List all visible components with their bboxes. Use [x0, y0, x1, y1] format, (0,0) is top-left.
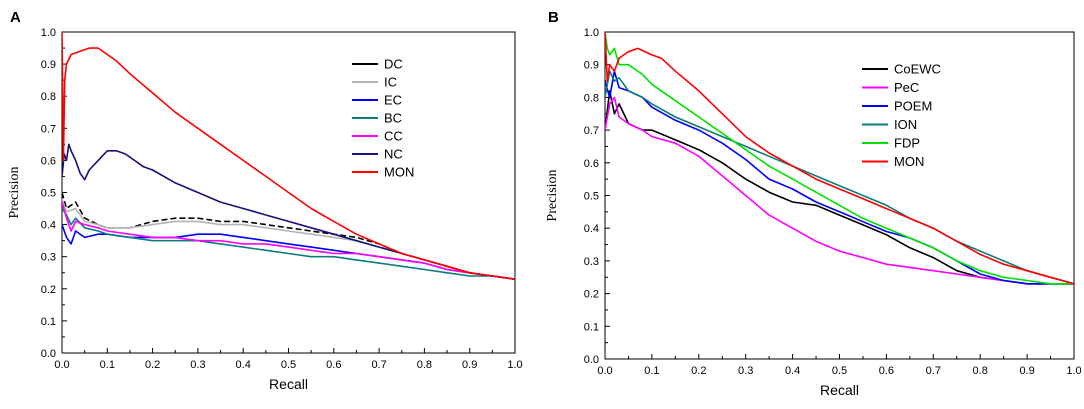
y-tick-label: 0.5	[584, 191, 599, 203]
y-tick-label: 0.4	[584, 223, 599, 235]
y-tick-label: 0.3	[584, 256, 599, 268]
x-tick-label: 0.0	[597, 365, 612, 377]
x-tick-label: 0.8	[417, 359, 432, 371]
y-tick-label: 0.1	[584, 321, 599, 333]
x-tick-label: 0.6	[879, 365, 894, 377]
legend-label: PeC	[894, 80, 919, 95]
x-tick-label: 0.3	[190, 359, 205, 371]
x-tick-label: 0.1	[100, 359, 115, 371]
x-tick-label: 0.2	[145, 359, 160, 371]
x-tick-label: 0.2	[691, 365, 706, 377]
legend-label: MON	[384, 165, 414, 180]
y-axis-title: Precision	[7, 166, 22, 218]
y-tick-label: 0.7	[584, 125, 599, 137]
series-line-cc	[62, 201, 515, 280]
x-tick-label: 0.8	[973, 365, 988, 377]
legend-label: CoEWC	[894, 62, 941, 77]
series-group	[605, 32, 1074, 285]
legend-label: BC	[384, 111, 402, 126]
y-tick-label: 1.0	[41, 27, 56, 39]
y-tick-label: 0.4	[41, 220, 56, 232]
x-tick-label: 1.0	[507, 359, 522, 371]
legend: CoEWC PeC POEM ION FDP MON	[862, 62, 941, 169]
series-line-fdp	[605, 32, 1074, 285]
y-tick-label: 0.0	[584, 354, 599, 366]
x-tick-label: 0.5	[281, 359, 296, 371]
x-tick-label: 0.5	[832, 365, 847, 377]
y-tick-label: 1.0	[584, 27, 599, 39]
y-axis-title: Precision	[545, 169, 560, 221]
x-axis-title: Recall	[820, 382, 859, 398]
panel-label: A	[10, 9, 21, 26]
y-tick-label: 0.0	[41, 348, 56, 360]
legend: DC IC EC BC CC NC MON	[352, 57, 414, 180]
legend-label: ION	[894, 117, 917, 132]
series-line-pec	[605, 96, 1074, 285]
chart-panel-b: 0.0 0.1 0.2 0.3 0.4 0.5 0.6 0.7 0.8 0.9 1.0 0.0 0.1 0…	[545, 9, 1082, 398]
x-tick-label: 0.9	[462, 359, 477, 371]
x-axis-title: Recall	[269, 376, 308, 392]
y-tick-label: 0.1	[41, 316, 56, 328]
y-tick-label: 0.3	[41, 252, 56, 264]
chart-panel-a: 0.0 0.1 0.2 0.3 0.4 0.5 0.6 0.7 0.8 0.9 1.0 0.0 0.1 0…	[7, 9, 523, 392]
series-line-ic	[62, 198, 515, 280]
series-line-mon	[605, 32, 1074, 285]
y-tick-label: 0.2	[41, 284, 56, 296]
legend-label: MON	[894, 154, 924, 169]
x-tick-label: 0.3	[738, 365, 753, 377]
legend-label: CC	[384, 129, 403, 144]
x-tick-label: 0.7	[371, 359, 386, 371]
x-tick-label: 0.9	[1019, 365, 1034, 377]
y-tick-label: 0.9	[584, 60, 599, 72]
x-tick-label: 1.0	[1066, 365, 1081, 377]
x-tick-label: 0.4	[785, 365, 800, 377]
y-tick-label: 0.7	[41, 123, 56, 135]
y-tick-label: 0.6	[584, 158, 599, 170]
series-line-nc	[62, 143, 515, 280]
y-tick-label: 0.8	[584, 92, 599, 104]
series-group	[62, 32, 515, 280]
y-tick-label: 0.9	[41, 59, 56, 71]
legend-label: FDP	[894, 136, 920, 151]
x-tick-label: 0.4	[236, 359, 251, 371]
series-line-bc	[62, 208, 515, 280]
legend-label: IC	[384, 75, 397, 90]
x-tick-label: 0.1	[644, 365, 659, 377]
x-tick-label: 0.7	[926, 365, 941, 377]
y-tick-label: 0.6	[41, 155, 56, 167]
panel-label: B	[548, 9, 559, 26]
legend-label: POEM	[894, 99, 932, 114]
x-tick-label: 0.0	[54, 359, 69, 371]
y-tick-label: 0.8	[41, 91, 56, 103]
y-tick-label: 0.5	[41, 188, 56, 200]
legend-label: NC	[384, 147, 403, 162]
legend-label: DC	[384, 57, 403, 72]
legend-label: EC	[384, 93, 402, 108]
series-line-ec	[62, 224, 515, 280]
y-tick-label: 0.2	[584, 289, 599, 301]
series-line-mon	[62, 32, 515, 280]
plot-frame	[604, 31, 1075, 360]
x-tick-label: 0.6	[326, 359, 341, 371]
